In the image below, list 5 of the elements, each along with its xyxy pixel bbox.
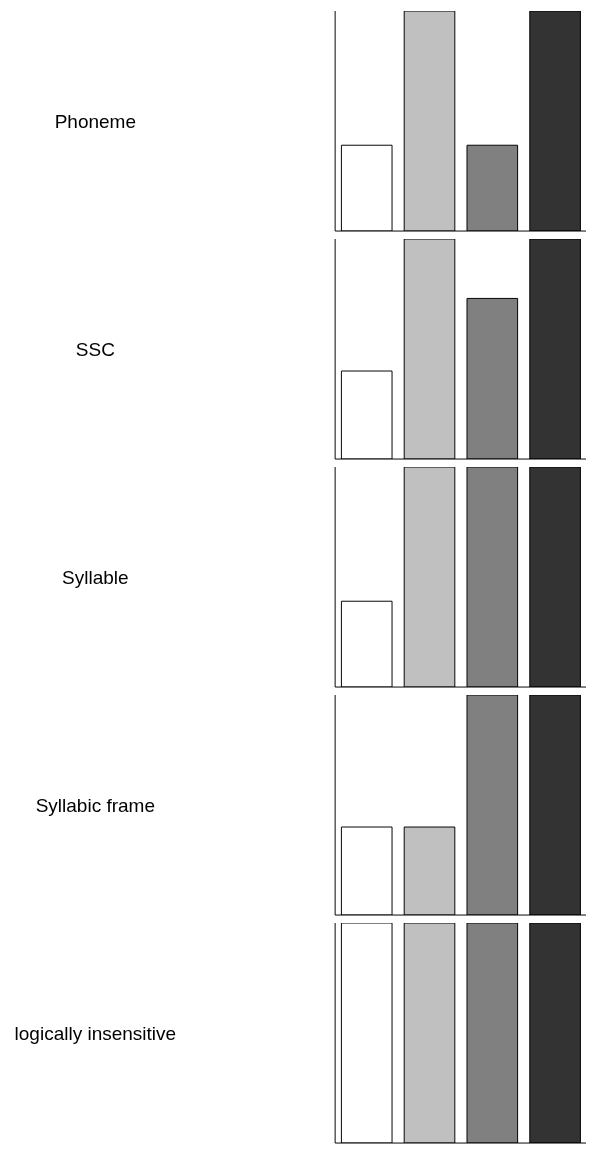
y-axis-title: logically insensitive bbox=[13, 1023, 178, 1045]
y-axis-title: SSC bbox=[74, 339, 116, 361]
y-axis-title: Syllable bbox=[61, 567, 130, 589]
y-axis-title: Syllabic frame bbox=[34, 795, 156, 817]
y-axis-title: Phoneme bbox=[53, 111, 137, 133]
